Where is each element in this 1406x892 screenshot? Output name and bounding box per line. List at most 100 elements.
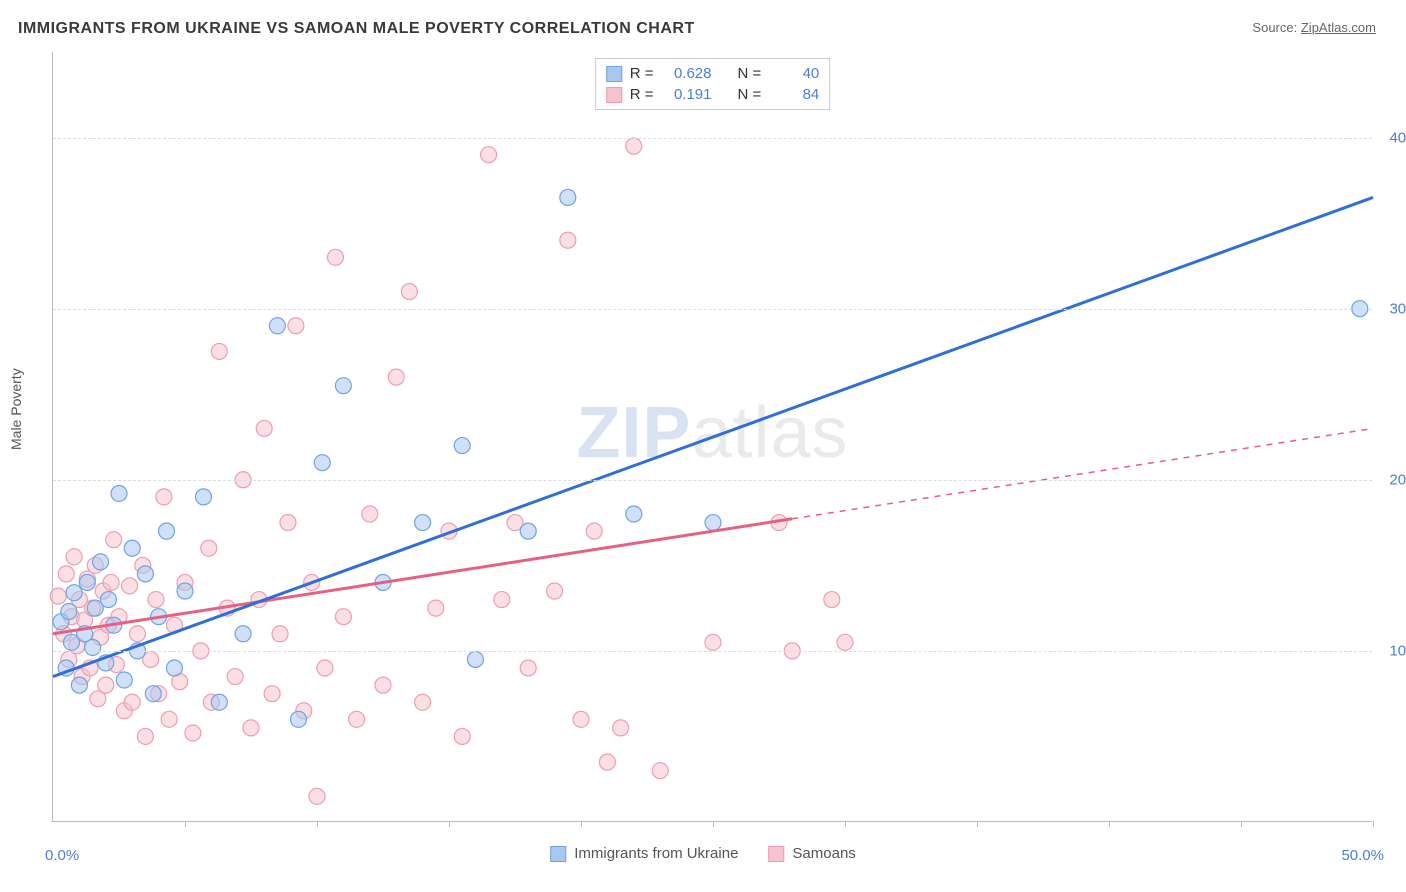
n-label-0: N = <box>738 65 762 82</box>
scatter-point <box>415 694 431 710</box>
r-value-0: 0.628 <box>662 65 712 82</box>
scatter-point <box>401 284 417 300</box>
x-tick <box>581 821 582 827</box>
n-value-0: 40 <box>769 65 819 82</box>
scatter-point <box>85 639 101 655</box>
scatter-point <box>66 585 82 601</box>
bottom-legend-item-0: Immigrants from Ukraine <box>550 845 738 862</box>
scatter-point <box>103 574 119 590</box>
gridline <box>53 309 1372 310</box>
bottom-legend-label-0: Immigrants from Ukraine <box>574 845 738 862</box>
scatter-point <box>272 626 288 642</box>
scatter-point <box>560 189 576 205</box>
scatter-point <box>137 566 153 582</box>
scatter-point <box>66 549 82 565</box>
scatter-point <box>309 788 325 804</box>
scatter-point <box>201 540 217 556</box>
chart-title: IMMIGRANTS FROM UKRAINE VS SAMOAN MALE P… <box>18 20 695 38</box>
r-label-0: R = <box>630 65 654 82</box>
x-tick <box>977 821 978 827</box>
scatter-point <box>195 489 211 505</box>
scatter-point <box>428 600 444 616</box>
scatter-point <box>280 515 296 531</box>
scatter-point <box>269 318 285 334</box>
legend-stats-row-0: R = 0.628 N = 40 <box>606 63 820 84</box>
legend-swatch-1 <box>606 87 622 103</box>
scatter-point <box>61 604 77 620</box>
x-tick <box>1373 821 1374 827</box>
scatter-point <box>177 583 193 599</box>
legend-stats-row-1: R = 0.191 N = 84 <box>606 84 820 105</box>
x-axis-origin-label: 0.0% <box>45 847 79 864</box>
scatter-point <box>705 634 721 650</box>
scatter-point <box>327 249 343 265</box>
x-tick <box>1241 821 1242 827</box>
r-label-1: R = <box>630 86 654 103</box>
bottom-legend-label-1: Samoans <box>792 845 855 862</box>
scatter-point <box>122 578 138 594</box>
scatter-point <box>335 609 351 625</box>
scatter-point <box>116 672 132 688</box>
scatter-point <box>652 763 668 779</box>
scatter-point <box>288 318 304 334</box>
scatter-point <box>317 660 333 676</box>
x-tick <box>317 821 318 827</box>
scatter-point <box>705 515 721 531</box>
scatter-point <box>145 686 161 702</box>
bottom-legend-swatch-0 <box>550 846 566 862</box>
gridline <box>53 480 1372 481</box>
scatter-point <box>335 378 351 394</box>
scatter-point <box>79 574 95 590</box>
scatter-point <box>264 686 280 702</box>
scatter-point <box>137 728 153 744</box>
scatter-point <box>613 720 629 736</box>
scatter-point <box>211 343 227 359</box>
scatter-point <box>71 677 87 693</box>
n-label-1: N = <box>738 86 762 103</box>
scatter-point <box>467 651 483 667</box>
legend-stats-box: R = 0.628 N = 40 R = 0.191 N = 84 <box>595 58 831 110</box>
scatter-point <box>626 506 642 522</box>
scatter-point <box>100 592 116 608</box>
scatter-point <box>388 369 404 385</box>
scatter-point <box>159 523 175 539</box>
scatter-point <box>166 660 182 676</box>
scatter-point <box>560 232 576 248</box>
scatter-point <box>256 420 272 436</box>
scatter-point <box>454 728 470 744</box>
x-tick <box>185 821 186 827</box>
scatter-point <box>124 540 140 556</box>
scatter-point <box>599 754 615 770</box>
scatter-point <box>520 523 536 539</box>
scatter-point <box>129 626 145 642</box>
gridline <box>53 138 1372 139</box>
source-link[interactable]: ZipAtlas.com <box>1301 20 1376 35</box>
x-tick <box>713 821 714 827</box>
y-tick-label: 10.0% <box>1389 642 1406 659</box>
trend-line <box>53 197 1373 676</box>
scatter-point <box>58 566 74 582</box>
scatter-point <box>375 677 391 693</box>
x-tick <box>1109 821 1110 827</box>
scatter-point <box>547 583 563 599</box>
chart-plot-area: ZIPatlas R = 0.628 N = 40 R = 0.191 N = … <box>52 52 1372 822</box>
scatter-point <box>124 694 140 710</box>
x-axis-max-label: 50.0% <box>1341 847 1384 864</box>
gridline <box>53 651 1372 652</box>
bottom-legend: Immigrants from Ukraine Samoans <box>550 845 856 862</box>
scatter-point <box>586 523 602 539</box>
scatter-point <box>362 506 378 522</box>
scatter-point <box>573 711 589 727</box>
r-value-1: 0.191 <box>662 86 712 103</box>
scatter-svg <box>53 52 1372 821</box>
scatter-point <box>824 592 840 608</box>
scatter-point <box>349 711 365 727</box>
scatter-point <box>454 438 470 454</box>
scatter-point <box>481 147 497 163</box>
scatter-point <box>93 554 109 570</box>
scatter-point <box>227 669 243 685</box>
y-tick-label: 20.0% <box>1389 471 1406 488</box>
scatter-point <box>494 592 510 608</box>
bottom-legend-swatch-1 <box>768 846 784 862</box>
scatter-point <box>148 592 164 608</box>
